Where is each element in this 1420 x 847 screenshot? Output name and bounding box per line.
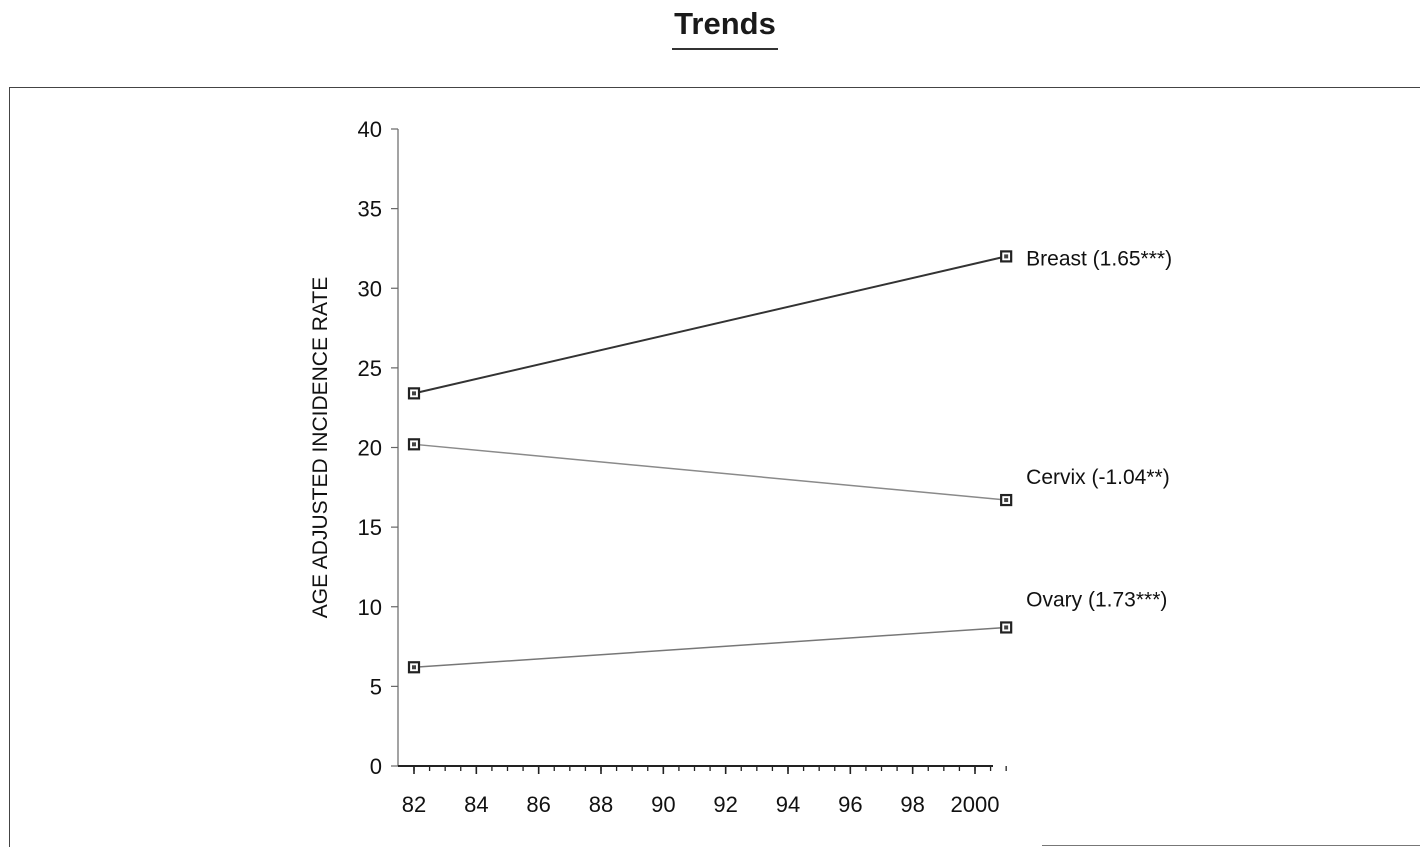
series-label: Breast (1.65***): [1026, 247, 1172, 270]
data-point-center: [1004, 498, 1009, 503]
x-tick-label: 96: [838, 792, 862, 817]
x-tick-label: 2000: [951, 792, 1000, 817]
data-point-center: [1004, 254, 1009, 259]
y-tick-label: 40: [358, 117, 382, 142]
y-axis-label: AGE ADJUSTED INCIDENCE RATE: [309, 277, 332, 619]
series-line: [413, 443, 1007, 501]
y-tick-label: 25: [358, 356, 382, 381]
frame-bottom-edge: [1042, 845, 1420, 846]
x-tick-label: 90: [651, 792, 675, 817]
y-tick-label: 5: [370, 674, 382, 699]
x-tick-label: 98: [900, 792, 924, 817]
chart-axes: 0 5 10 15 20 25 30 35 40 82 84 86 88 90 92 94 96 98 2000: [358, 117, 1007, 817]
x-tick-label: 92: [713, 792, 737, 817]
series-label: Cervix (-1.04**): [1026, 466, 1170, 489]
page-title-text: Trends: [672, 6, 778, 50]
y-tick-label: 15: [358, 515, 382, 540]
data-point-center: [412, 665, 416, 670]
y-tick-label: 20: [358, 436, 382, 461]
data-point-center: [412, 391, 416, 396]
x-tick-label: 84: [464, 792, 488, 817]
series-label: Ovary (1.73***): [1026, 588, 1167, 611]
series-line: [413, 626, 1007, 669]
chart-series: [407, 250, 1013, 674]
y-tick-label: 10: [358, 595, 382, 620]
y-tick-label: 35: [358, 197, 382, 222]
series-line: [413, 255, 1007, 395]
data-point-center: [1004, 625, 1009, 630]
chart-series-labels: Breast (1.65***) Cervix (-1.04**) Ovary (1…: [1026, 247, 1172, 611]
x-tick-label: 94: [776, 792, 800, 817]
chart-frame: [9, 87, 1420, 847]
x-tick-label: 82: [402, 792, 426, 817]
page-title: Trends: [0, 6, 1420, 50]
data-point-center: [412, 442, 416, 447]
y-tick-label: 0: [370, 754, 382, 779]
x-tick-label: 88: [589, 792, 613, 817]
y-tick-label: 30: [358, 276, 382, 301]
x-tick-label: 86: [526, 792, 550, 817]
